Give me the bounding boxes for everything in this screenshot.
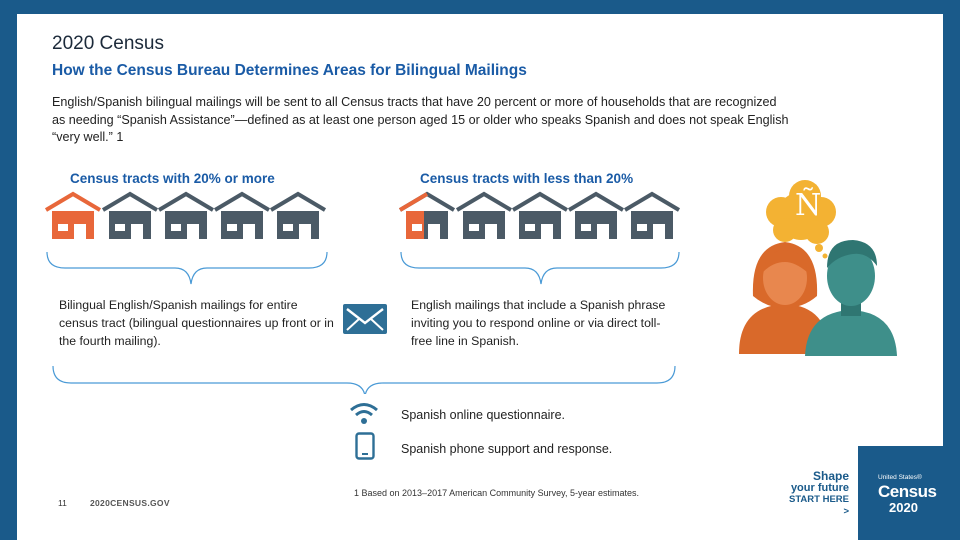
man-figure-icon [805, 240, 897, 356]
woman-figure-icon [739, 242, 829, 354]
right-column-heading: Census tracts with less than 20% [420, 171, 634, 186]
house-icon-gray [213, 191, 271, 239]
left-column-heading: Census tracts with 20% or more [70, 171, 275, 186]
logo-year: 2020 [889, 500, 918, 515]
houses-graphic [44, 191, 681, 394]
bottom-brace [52, 365, 676, 394]
right-brace [400, 251, 680, 285]
house-icon-gray [455, 191, 513, 239]
footnote: 1 Based on 2013–2017 American Community … [354, 488, 639, 498]
house-icon-gray [101, 191, 159, 239]
tagline[interactable]: Shape your future START HERE > [787, 470, 849, 518]
logo-census-word: Census [878, 482, 937, 501]
house-icon-partial [398, 191, 456, 239]
left-brace [46, 251, 328, 285]
tagline-line2: your future [790, 482, 849, 494]
wifi-icon [350, 403, 378, 424]
people-illustration [739, 180, 897, 356]
house-icon-orange [44, 191, 102, 239]
feature-phone-label: Spanish phone support and response. [401, 442, 613, 456]
slide: 2020 Census How the Census Bureau Determ… [17, 14, 943, 540]
left-column-description: Bilingual English/Spanish mailings for e… [59, 298, 334, 348]
page-title: 2020 Census [52, 33, 164, 54]
census-logo-box[interactable]: United States® Census 2020 [858, 446, 944, 540]
tagline-line1: Shape [812, 469, 849, 483]
right-column-description: English mailings that include a Spanish … [411, 298, 666, 348]
speech-bubble-icon [766, 180, 836, 259]
intro-paragraph: English/Spanish bilingual mailings will … [52, 95, 789, 144]
tagline-line3: START HERE > [789, 494, 849, 517]
house-icon-gray [511, 191, 569, 239]
house-icon-gray [567, 191, 625, 239]
phone-icon [355, 432, 375, 460]
speech-glyph: Ñ [795, 188, 822, 223]
envelope-icon [343, 304, 387, 334]
logo-small-text: United States® [878, 474, 922, 481]
page-subtitle: How the Census Bureau Determines Areas f… [52, 62, 527, 79]
house-icon-gray [157, 191, 215, 239]
feature-online-label: Spanish online questionnaire. [401, 408, 566, 422]
page-number: 11 [58, 498, 67, 508]
house-icon-gray [269, 191, 327, 239]
website-link[interactable]: 2020CENSUS.GOV [90, 498, 170, 508]
house-icon-gray [623, 191, 681, 239]
